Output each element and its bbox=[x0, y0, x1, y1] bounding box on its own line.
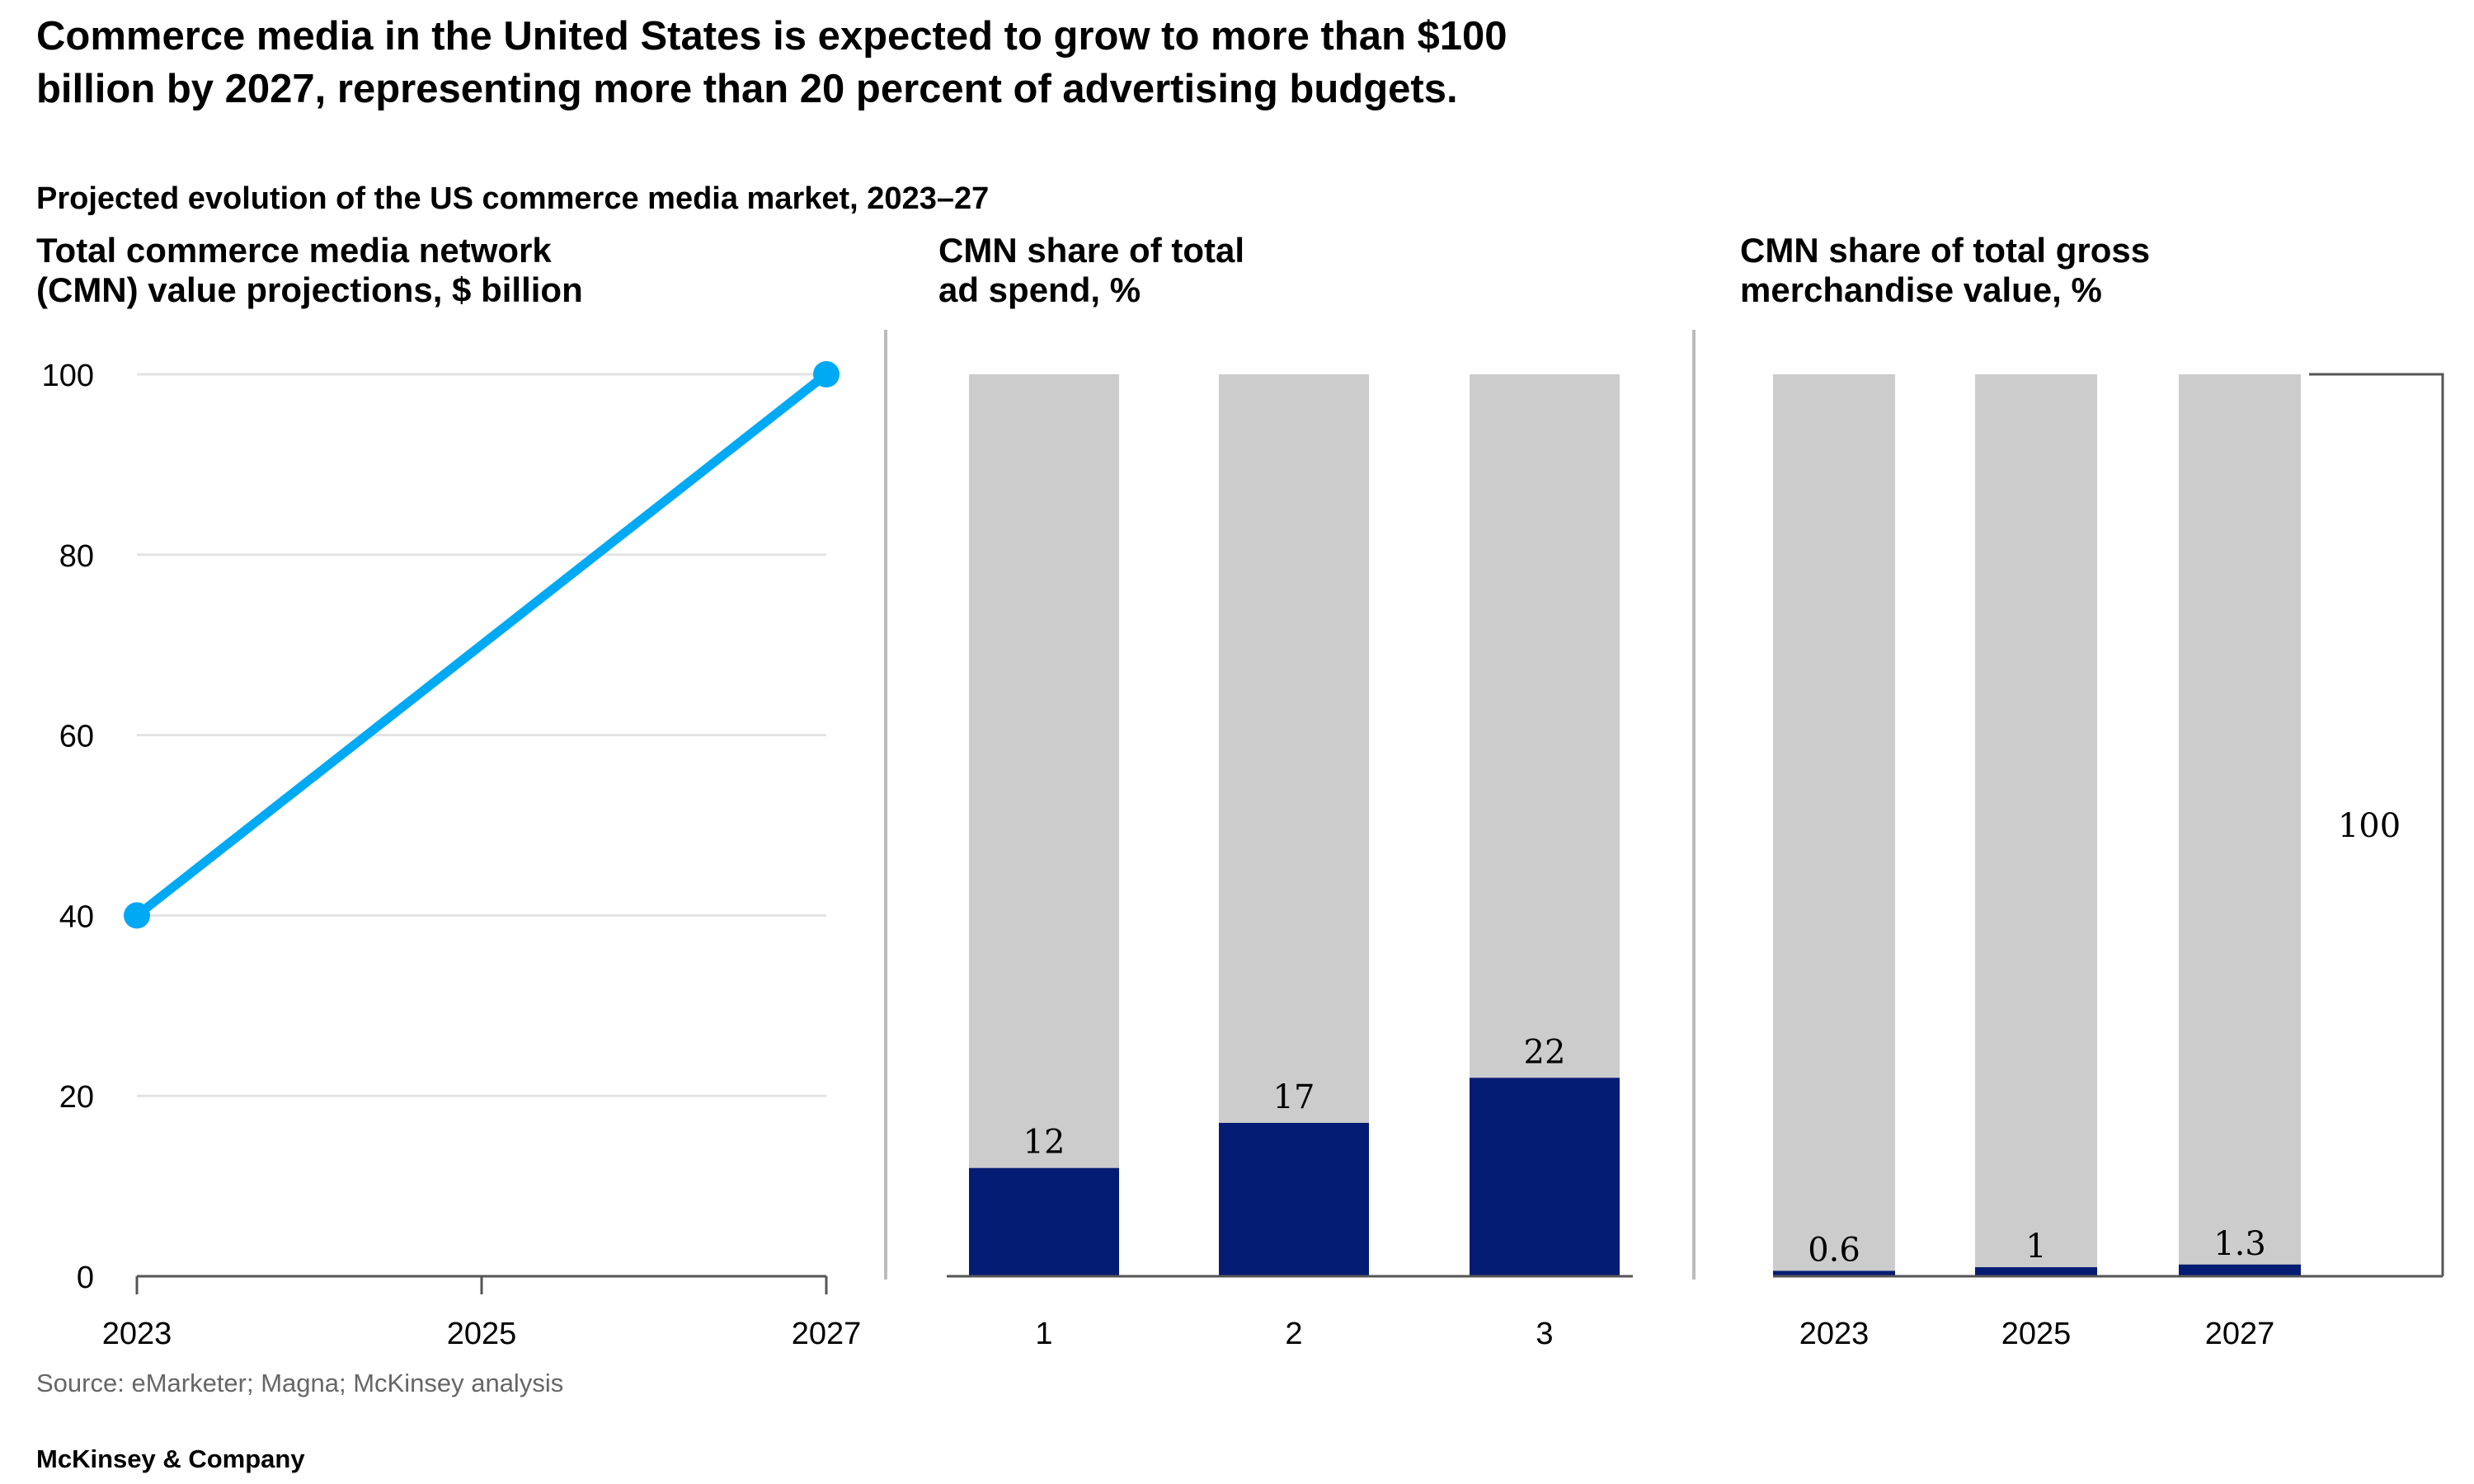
bar-share bbox=[2179, 1264, 2301, 1276]
data-point bbox=[124, 902, 150, 929]
bar-total-100 bbox=[969, 374, 1119, 1276]
headline-line-2: billion by 2027, representing more than … bbox=[36, 67, 1458, 111]
y-tick-label: 20 bbox=[59, 1080, 94, 1115]
headline-line-1: Commerce media in the United States is e… bbox=[36, 14, 1507, 59]
bar-share bbox=[1975, 1267, 2097, 1276]
bar-share bbox=[1773, 1270, 1895, 1276]
panel-2-title-line-2: ad spend, % bbox=[938, 270, 1141, 309]
y-tick-label: 40 bbox=[59, 899, 94, 934]
bar-value-label: 22 bbox=[1524, 1033, 1566, 1071]
chart-subtitle: Projected evolution of the US commerce m… bbox=[36, 181, 989, 216]
category-label: 2027 bbox=[2205, 1317, 2275, 1351]
total-label: 100 bbox=[2338, 807, 2401, 845]
bar-value-label: 0.6 bbox=[1808, 1231, 1860, 1269]
bar-share bbox=[1219, 1123, 1369, 1276]
y-tick-label: 80 bbox=[59, 539, 94, 574]
x-tick-label: 2025 bbox=[447, 1317, 517, 1351]
bar-share bbox=[969, 1167, 1119, 1276]
category-label: 1 bbox=[1035, 1317, 1052, 1351]
y-tick-label: 100 bbox=[42, 359, 94, 393]
bar-value-label: 1 bbox=[2025, 1228, 2046, 1266]
bar-total-100 bbox=[1773, 374, 1895, 1276]
bar-total-100 bbox=[1975, 374, 2097, 1276]
panel-2-title-line-1: CMN share of total bbox=[938, 231, 1244, 270]
panel-1-title-line-2: (CMN) value projections, $ billion bbox=[36, 270, 583, 309]
bar-value-label: 12 bbox=[1023, 1124, 1065, 1162]
bar-share bbox=[1470, 1078, 1620, 1276]
category-label: 2023 bbox=[1799, 1317, 1870, 1351]
y-tick-label: 0 bbox=[77, 1261, 94, 1295]
category-label: 2025 bbox=[2001, 1317, 2072, 1351]
data-point bbox=[813, 361, 840, 387]
x-tick-label: 2023 bbox=[102, 1317, 172, 1351]
category-label: 2 bbox=[1285, 1317, 1302, 1351]
panel-1-title-line-1: Total commerce media network bbox=[36, 231, 552, 270]
total-bracket bbox=[2309, 373, 2444, 1276]
series-line bbox=[132, 369, 831, 920]
bar-value-label: 1.3 bbox=[2213, 1225, 2266, 1263]
gmv-bar-panel: 0.6 2023 1 2025 1.3 2027 100 bbox=[1773, 373, 2444, 1351]
category-label: 3 bbox=[1536, 1317, 1553, 1351]
line-chart-panel: 0 20 40 60 80 100 2023 2025 2027 bbox=[42, 359, 862, 1351]
footer-brand: McKinsey & Company bbox=[36, 1444, 305, 1473]
bar-value-label: 17 bbox=[1273, 1078, 1315, 1116]
panel-3-title-line-2: merchandise value, % bbox=[1740, 270, 2102, 309]
x-tick-label: 2027 bbox=[792, 1317, 862, 1351]
panel-3-title-line-1: CMN share of total gross bbox=[1740, 231, 2150, 270]
source-note: Source: eMarketer; Magna; McKinsey analy… bbox=[36, 1369, 563, 1397]
bar-total-100 bbox=[2179, 374, 2301, 1276]
y-tick-label: 60 bbox=[59, 720, 94, 754]
